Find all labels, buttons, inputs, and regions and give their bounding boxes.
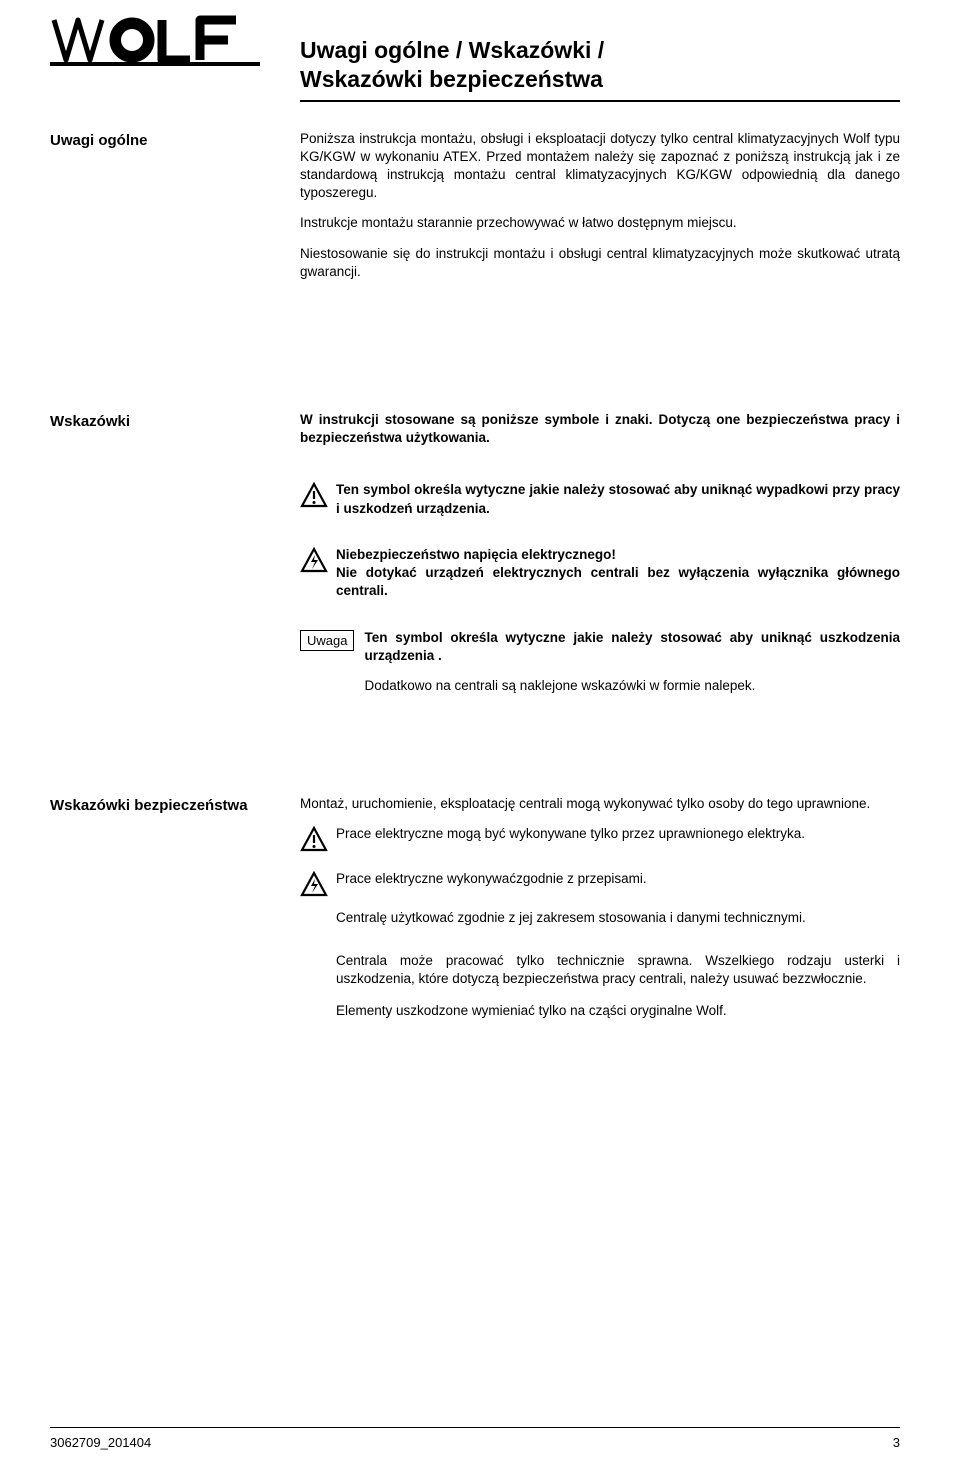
safety-p1: Montaż, uruchomienie, eksploatację centr… <box>300 795 900 813</box>
tips-electric-l1: Niebezpieczeństwo napięcia elektrycznego… <box>336 547 616 562</box>
electric-warning-icon <box>300 546 336 573</box>
section-tips-label: Wskazówki <box>50 411 300 695</box>
title-line-1: Uwagi ogólne / Wskazówki / <box>300 37 604 63</box>
section-general-label: Uwagi ogólne <box>50 130 300 282</box>
section-general-body: Poniższa instrukcja montażu, obsługi i e… <box>300 130 900 282</box>
tips-electric-l2: Nie dotykać urządzeń elektrycznych centr… <box>336 565 900 598</box>
electric-warning-icon <box>300 870 336 897</box>
footer-rule <box>50 1427 900 1428</box>
general-p1: Poniższa instrukcja montażu, obsługi i e… <box>300 130 900 203</box>
tips-warning-text: Ten symbol określa wytyczne jakie należy… <box>336 481 900 517</box>
section-safety: Wskazówki bezpieczeństwa Montaż, uruchom… <box>50 795 900 1020</box>
title-line-2: Wskazówki bezpieczeństwa <box>300 66 603 92</box>
section-general: Uwagi ogólne Poniższa instrukcja montażu… <box>50 130 900 282</box>
section-tips: Wskazówki W instrukcji stosowane są poni… <box>50 411 900 695</box>
footer: 3062709_201404 3 <box>50 1435 900 1450</box>
tips-intro: W instrukcji stosowane są poniższe symbo… <box>300 411 900 447</box>
warning-icon <box>300 825 336 852</box>
tips-electric-text: Niebezpieczeństwo napięcia elektrycznego… <box>336 546 900 601</box>
tips-warning-block: Ten symbol określa wytyczne jakie należy… <box>300 481 900 517</box>
tips-uwaga-text: Ten symbol określa wytyczne jakie należy… <box>364 629 900 696</box>
tips-uwaga-block: Uwaga Ten symbol określa wytyczne jakie … <box>300 629 900 696</box>
safety-p2: Prace elektryczne mogą być wykonywane ty… <box>336 825 900 843</box>
footer-left: 3062709_201404 <box>50 1435 151 1450</box>
safety-p6: Elementy uszkodzone wymieniać tylko na c… <box>336 1002 900 1020</box>
safety-warn2-block: Prace elektryczne wykonywaćzgodnie z prz… <box>300 870 900 897</box>
section-safety-label: Wskazówki bezpieczeństwa <box>50 795 300 1020</box>
warning-icon <box>300 481 336 508</box>
uwaga-extra: Dodatkowo na centrali są naklejone wskaz… <box>364 677 900 695</box>
safety-warn1-block: Prace elektryczne mogą być wykonywane ty… <box>300 825 900 852</box>
section-tips-body: W instrukcji stosowane są poniższe symbo… <box>300 411 900 695</box>
general-p2: Instrukcje montażu starannie przechowywa… <box>300 214 900 232</box>
tips-electric-block: Niebezpieczeństwo napięcia elektrycznego… <box>300 546 900 601</box>
general-p3: Niestosowanie się do instrukcji montażu … <box>300 245 900 281</box>
uwaga-tag: Uwaga <box>300 629 360 652</box>
safety-p3: Prace elektryczne wykonywaćzgodnie z prz… <box>336 870 900 888</box>
uwaga-main: Ten symbol określa wytyczne jakie należy… <box>364 630 900 663</box>
footer-right: 3 <box>893 1435 900 1450</box>
safety-label-text: Wskazówki bezpieczeństwa <box>50 797 248 814</box>
wolf-logo <box>50 14 260 66</box>
safety-p5: Centrala może pracować tylko technicznie… <box>336 952 900 988</box>
page-title: Uwagi ogólne / Wskazówki / Wskazówki bez… <box>300 30 900 94</box>
uwaga-label: Uwaga <box>300 630 354 652</box>
title-underline <box>300 100 900 102</box>
section-safety-body: Montaż, uruchomienie, eksploatację centr… <box>300 795 900 1020</box>
safety-p4: Centralę użytkować zgodnie z jej zakrese… <box>336 909 900 927</box>
